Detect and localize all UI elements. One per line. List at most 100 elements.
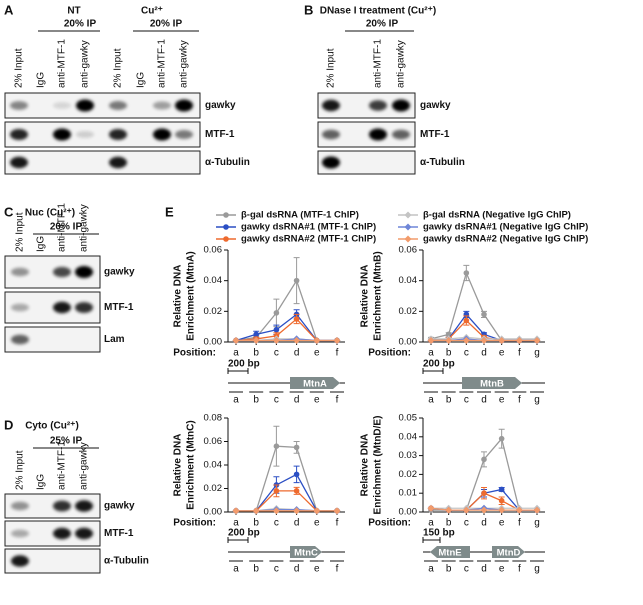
y-tick-label: 0.00 (399, 507, 418, 518)
y-tick-label: 0.02 (204, 306, 223, 317)
scale-label: 200 bp (228, 528, 260, 539)
ip-label: 20% IP (50, 222, 83, 233)
y-tick-label: 0.04 (204, 275, 223, 286)
legend-label: β-gal dsRNA (Negative IgG ChIP) (423, 210, 571, 221)
region-label: d (294, 564, 300, 575)
blot-strip (317, 150, 416, 175)
data-point (293, 488, 300, 494)
gene (290, 377, 340, 389)
blot-band (175, 130, 193, 139)
x-tick-label: b (253, 348, 259, 359)
blot-band (322, 129, 340, 140)
blot-band (53, 128, 71, 141)
y-axis-label: Enrichment (MtnC) (186, 420, 197, 509)
data-point (481, 311, 487, 318)
legend-marker (223, 236, 229, 242)
region-label: g (534, 395, 540, 406)
data-point (273, 488, 280, 494)
y-tick-label: 0.04 (399, 431, 418, 442)
data-point (333, 336, 341, 344)
legend-label: gawky dsRNA#2 (MTF-1 ChIP) (241, 234, 376, 245)
y-axis-label: Enrichment (MtnB) (373, 251, 384, 340)
blot-band (10, 101, 28, 110)
row-label: gawky (205, 100, 236, 111)
row-label: MTF-1 (420, 129, 450, 140)
lane-label: 2% Input (15, 212, 26, 252)
legend-label: gawky dsRNA#1 (Negative IgG ChIP) (423, 222, 588, 233)
data-point (252, 336, 260, 344)
x-axis-label: Position: (173, 518, 216, 529)
region-label: b (446, 395, 452, 406)
series-line (236, 490, 337, 512)
row-label: gawky (420, 100, 451, 111)
blot-band (75, 527, 93, 540)
ip-label: 25% IP (50, 436, 83, 447)
ip-label: 20% IP (64, 19, 97, 30)
data-point (293, 507, 301, 515)
lane-label: anti-MTF-1 (157, 39, 168, 88)
x-axis-label: Position: (368, 348, 411, 359)
data-point (498, 506, 506, 514)
data-point (232, 336, 240, 344)
series-line (431, 437, 537, 511)
legend-marker (404, 211, 412, 219)
condition-title: Cyto (Cu²⁺) (25, 421, 79, 432)
blot-band (369, 100, 387, 111)
data-point (463, 270, 470, 276)
gene (492, 546, 525, 558)
y-tick-label: 0.06 (204, 245, 223, 256)
gene-label: MtnD (497, 548, 521, 559)
blot-band (392, 99, 410, 112)
region-label: b (253, 564, 259, 575)
x-tick-label: g (534, 348, 540, 359)
ip-label: 20% IP (366, 19, 399, 30)
y-tick-label: 0.06 (204, 436, 223, 447)
scale-bar (227, 368, 249, 374)
data-point (427, 336, 435, 344)
region-label: a (428, 395, 434, 406)
lane-label: 2% Input (113, 48, 124, 88)
y-tick-label: 0.00 (399, 337, 418, 348)
x-tick-label: c (274, 518, 279, 529)
region-label: e (314, 395, 320, 406)
data-point (498, 435, 505, 442)
blot-band (153, 128, 171, 141)
condition-title: DNase I treatment (Cu²⁺) (320, 6, 436, 17)
x-tick-label: e (314, 518, 320, 529)
y-tick-label: 0.06 (399, 245, 418, 256)
gene (430, 546, 470, 558)
blot-band (369, 128, 387, 141)
y-axis-label: Relative DNA (360, 434, 371, 497)
data-point (253, 331, 259, 338)
row-label: gawky (104, 267, 135, 278)
lane-label: 2% Input (326, 48, 337, 88)
x-tick-label: b (446, 518, 452, 529)
data-point (293, 277, 300, 284)
blot-band (75, 302, 93, 313)
data-point (272, 507, 280, 515)
blot-band (11, 529, 29, 538)
data-point (462, 506, 470, 514)
y-tick-label: 0.01 (399, 488, 418, 499)
gene (462, 377, 522, 389)
blot-band (11, 334, 29, 345)
gene-label: MtnA (303, 379, 327, 390)
series-line (430, 271, 537, 342)
data-point (515, 336, 523, 344)
row-label: MTF-1 (104, 302, 134, 313)
condition-title: Cu²⁺ (141, 6, 163, 17)
blot-band (11, 555, 29, 567)
data-point (480, 506, 488, 514)
x-tick-label: e (499, 348, 505, 359)
y-tick-label: 0.02 (399, 469, 418, 480)
row-label: MTF-1 (205, 129, 235, 140)
x-tick-label: d (481, 518, 487, 529)
lane-label: 2% Input (15, 450, 26, 490)
region-label: g (534, 564, 540, 575)
blot-band (10, 156, 28, 169)
y-axis-label: Enrichment (MtnA) (186, 251, 197, 340)
data-point (252, 507, 260, 515)
series-line (235, 279, 337, 342)
blot-band (175, 99, 193, 112)
